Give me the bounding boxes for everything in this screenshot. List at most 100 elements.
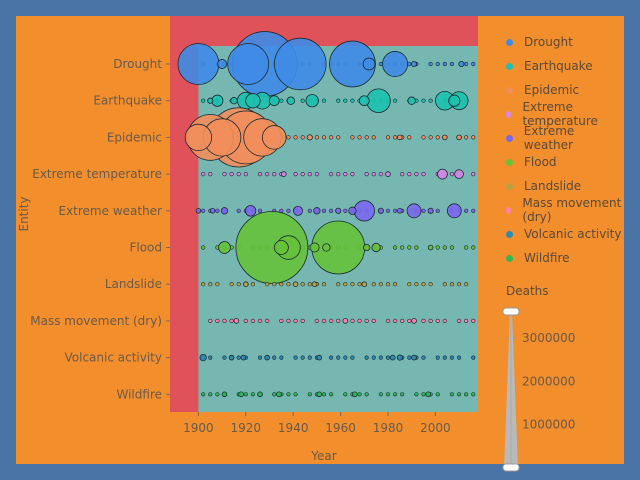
data-point[interactable] [427,207,434,214]
data-point[interactable] [280,171,287,177]
data-point[interactable] [316,354,323,361]
data-point-small[interactable] [421,355,426,360]
data-point-small[interactable] [442,245,447,250]
data-point-small[interactable] [364,355,369,360]
data-point-small[interactable] [257,318,263,324]
data-point-small[interactable] [392,98,398,103]
data-point-small[interactable] [329,208,334,213]
data-point-small[interactable] [392,245,398,250]
data-point[interactable] [363,243,371,252]
data-point[interactable] [217,59,228,69]
data-point-small[interactable] [250,318,256,324]
data-point[interactable] [425,391,432,398]
data-point-small[interactable] [343,355,348,360]
data-point-small[interactable] [378,172,383,177]
data-point[interactable] [446,203,462,219]
data-point[interactable] [177,43,220,85]
data-point-small[interactable] [407,318,412,324]
data-point-small[interactable] [407,172,412,177]
data-point[interactable] [240,354,247,361]
data-point-small[interactable] [286,282,291,287]
data-point-small[interactable] [421,172,426,177]
data-point-small[interactable] [385,135,391,140]
legend-item[interactable]: Extreme temperature [504,100,624,128]
data-point[interactable] [305,94,319,108]
data-point-small[interactable] [229,282,234,287]
data-point-small[interactable] [371,135,376,140]
data-point[interactable] [243,281,249,288]
data-point-small[interactable] [350,282,355,287]
data-point[interactable] [309,242,320,253]
data-point-small[interactable] [471,355,476,360]
data-point[interactable] [411,354,417,361]
data-point-small[interactable] [428,282,433,287]
data-point-small[interactable] [307,208,312,213]
data-point-small[interactable] [336,135,341,140]
data-point-small[interactable] [286,318,291,324]
data-point-small[interactable] [286,392,291,397]
data-point-small[interactable] [428,98,433,103]
data-point-small[interactable] [229,172,234,177]
data-point-small[interactable] [279,282,284,287]
data-point[interactable] [238,391,244,398]
data-point-small[interactable] [321,282,327,287]
data-point-small[interactable] [449,172,455,177]
data-point-small[interactable] [293,318,298,324]
data-point[interactable] [458,60,465,68]
data-point-small[interactable] [243,392,248,397]
data-point-small[interactable] [407,282,412,287]
data-point-small[interactable] [385,318,391,324]
data-point[interactable] [184,123,213,152]
data-point-small[interactable] [464,61,469,67]
data-point-small[interactable] [471,208,476,213]
data-point-small[interactable] [343,172,348,177]
data-point[interactable] [262,125,287,150]
data-point-small[interactable] [336,318,341,324]
data-point-small[interactable] [471,392,476,397]
data-point[interactable] [211,94,224,107]
data-point-small[interactable] [336,98,341,103]
data-point-small[interactable] [300,318,305,324]
data-point-small[interactable] [222,172,227,177]
data-point-small[interactable] [265,282,270,287]
data-point-small[interactable] [300,282,305,287]
data-point-small[interactable] [279,355,284,360]
data-point[interactable] [361,281,368,288]
data-point[interactable] [448,94,461,107]
data-point-small[interactable] [421,135,426,140]
data-point-small[interactable] [464,245,469,250]
data-point-small[interactable] [279,98,284,103]
data-point-small[interactable] [471,318,476,324]
data-point-small[interactable] [236,172,241,177]
data-point-small[interactable] [442,318,447,324]
data-point-small[interactable] [272,172,277,177]
data-point[interactable] [286,96,295,105]
data-point-small[interactable] [307,282,312,287]
legend-item[interactable]: Volcanic activity [504,222,624,246]
data-point-small[interactable] [286,208,291,213]
data-point-small[interactable] [442,282,447,287]
data-point-small[interactable] [293,392,298,397]
data-point-small[interactable] [385,282,391,287]
data-point-small[interactable] [414,245,419,250]
data-point-small[interactable] [442,61,447,67]
data-point-small[interactable] [407,61,412,67]
data-point[interactable] [230,97,238,105]
data-point-small[interactable] [222,318,227,324]
data-point[interactable] [410,60,418,68]
data-point[interactable] [406,203,422,219]
data-point-small[interactable] [456,318,462,324]
data-point[interactable] [292,205,303,216]
data-point-small[interactable] [456,392,462,397]
data-point-small[interactable] [350,98,355,103]
data-point-small[interactable] [336,282,341,287]
data-point[interactable] [245,93,261,109]
data-point[interactable] [348,206,357,215]
data-point-small[interactable] [385,355,391,360]
data-point-small[interactable] [215,392,220,397]
data-point-small[interactable] [201,245,206,250]
legend-item[interactable]: Epidemic [504,78,624,102]
data-point-small[interactable] [371,355,376,360]
data-point[interactable] [311,281,318,288]
legend-item[interactable]: Earthquake [504,54,624,78]
